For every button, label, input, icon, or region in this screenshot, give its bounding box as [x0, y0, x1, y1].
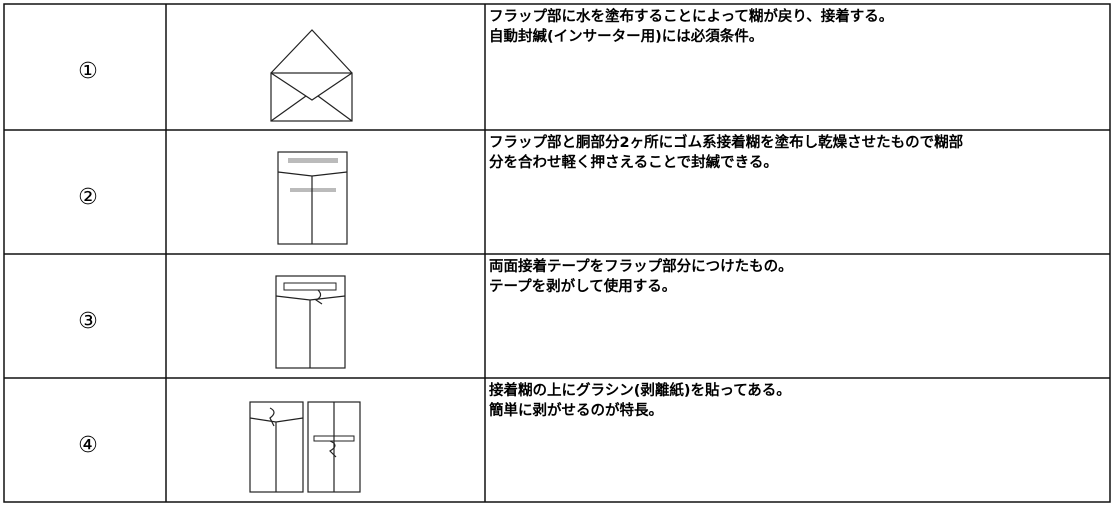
description-line: 両面接着テープをフラップ部分につけたもの。: [489, 257, 793, 275]
row-number: ③: [78, 309, 98, 334]
envelope-icon: [249, 401, 361, 493]
envelope-icon: [275, 275, 346, 369]
description-line: 分を合わせ軽く押さえることで封緘できる。: [489, 153, 778, 171]
description-line: 簡単に剥がせるのが特長。: [489, 401, 663, 419]
description-line: フラップ部と胴部分2ヶ所にゴム系接着糊を塗布し乾燥させたもので糊部: [489, 133, 964, 151]
envelope-icon: [277, 151, 348, 245]
row-number: ①: [78, 59, 98, 84]
table-grid: [3, 3, 1111, 503]
description-line: フラップ部に水を塗布することによって糊が戻り、接着する。: [489, 7, 893, 25]
description-line: テープを剥がして使用する。: [489, 277, 676, 295]
description-line: 接着糊の上にグラシン(剥離紙)を貼ってある。: [489, 381, 791, 399]
row-number: ④: [78, 433, 98, 458]
envelope-icon: [270, 29, 353, 122]
row-number: ②: [78, 185, 98, 210]
description-line: 自動封緘(インサーター用)には必須条件。: [489, 27, 763, 45]
